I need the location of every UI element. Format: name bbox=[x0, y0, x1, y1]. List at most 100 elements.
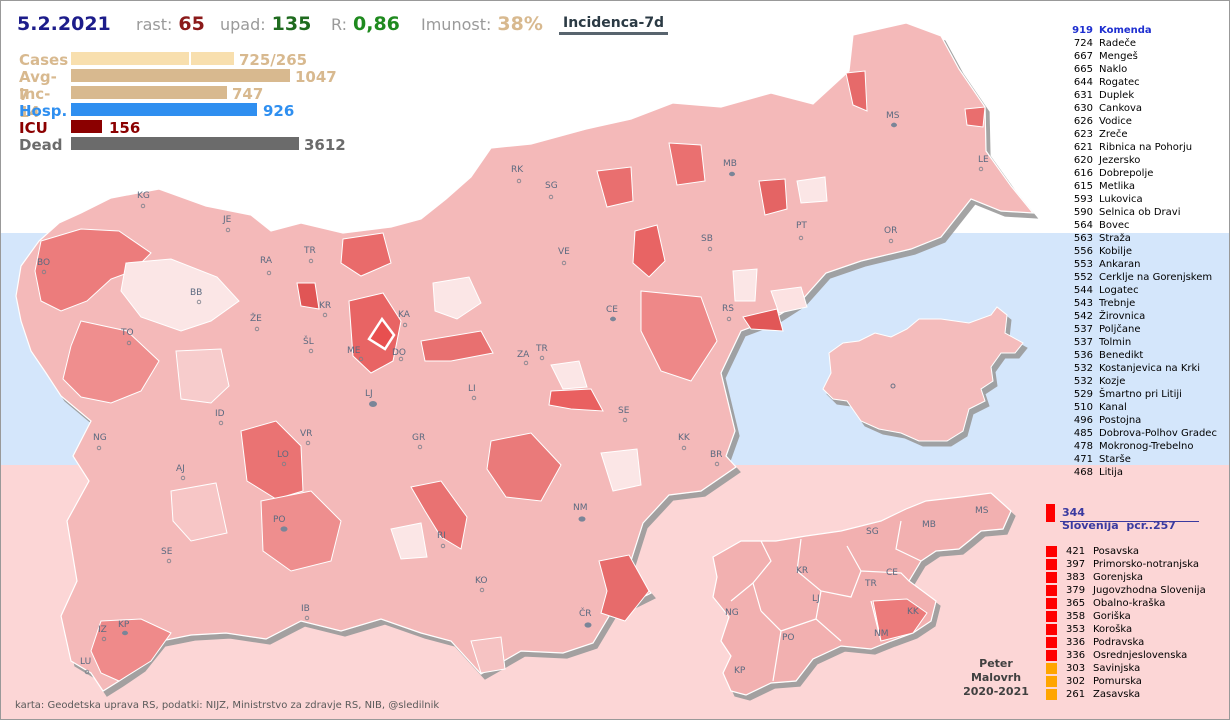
slovenia-silhouette bbox=[822, 306, 1024, 442]
ranking-name: Kanal bbox=[1099, 402, 1127, 413]
stat-label: Dead bbox=[19, 136, 63, 154]
region-name: Zasavska bbox=[1093, 689, 1141, 700]
ranking-value: 919 bbox=[1072, 25, 1093, 36]
ranking-row: 471 Starše bbox=[1069, 453, 1131, 466]
region-row: 379 Jugovzhodna Slovenija bbox=[1046, 584, 1226, 597]
ranking-row: 626 Vodice bbox=[1069, 115, 1132, 128]
ranking-row: 542 Žirovnica bbox=[1069, 310, 1145, 323]
ranking-name: Litija bbox=[1099, 467, 1123, 478]
region-value: 421 bbox=[1066, 546, 1086, 557]
ranking-name: Kozje bbox=[1099, 376, 1126, 387]
ranking-value: 471 bbox=[1073, 454, 1093, 465]
map-label: DO bbox=[392, 348, 406, 358]
map-label: SE bbox=[161, 547, 173, 557]
region-row: 383 Gorenjska bbox=[1046, 571, 1226, 584]
ranking-row: 553 Ankaran bbox=[1069, 258, 1141, 271]
region-value: 365 bbox=[1066, 598, 1086, 609]
region-value: 397 bbox=[1066, 559, 1086, 570]
author-first-name: Peter bbox=[979, 657, 1013, 670]
map-label: AJ bbox=[176, 464, 185, 474]
stat-value: 747 bbox=[232, 85, 264, 103]
region-value: 261 bbox=[1066, 689, 1086, 700]
ranking-value: 626 bbox=[1073, 116, 1093, 127]
ranking-row: 532 Kostanjevica na Krki bbox=[1069, 362, 1200, 375]
ranking-name: Starše bbox=[1099, 454, 1131, 465]
map-label: BR bbox=[710, 450, 722, 460]
ranking-name: Bovec bbox=[1099, 220, 1130, 231]
ranking-value: 556 bbox=[1073, 246, 1093, 257]
silhouette-centre-marker bbox=[890, 383, 896, 389]
ranking-name: Kostanjevica na Krki bbox=[1099, 363, 1201, 374]
inset-label: KR bbox=[796, 566, 808, 576]
ranking-value: 593 bbox=[1073, 194, 1093, 205]
ranking-value: 510 bbox=[1073, 402, 1093, 413]
region-name: Jugovzhodna Slovenija bbox=[1093, 585, 1206, 596]
inset-label: KP bbox=[734, 666, 746, 676]
ranking-row: 621 Ribnica na Pohorju bbox=[1069, 141, 1192, 154]
inset-label: LJ bbox=[812, 594, 820, 604]
decline-stat: upad: 135 bbox=[220, 13, 311, 35]
immunity-stat: Imunost: 38% bbox=[421, 13, 543, 35]
ranking-value: 536 bbox=[1073, 350, 1093, 361]
incidence-mode-button[interactable]: Incidenca-7d bbox=[559, 14, 669, 35]
ranking-row: 724 Radeče bbox=[1069, 37, 1136, 50]
stat-label: Cases bbox=[19, 51, 69, 69]
map-label: JE bbox=[222, 215, 232, 225]
region-name: Podravska bbox=[1093, 637, 1145, 648]
author-credit: Peter Malovrh 2020-2021 bbox=[959, 657, 1033, 699]
region-swatch bbox=[1046, 611, 1057, 622]
ranking-name: Komenda bbox=[1099, 25, 1152, 36]
r-label: R: bbox=[331, 15, 348, 34]
ranking-name: Cerklje na Gorenjskem bbox=[1099, 272, 1213, 283]
region-swatch bbox=[1046, 585, 1057, 596]
ranking-row: 620 Jezersko bbox=[1069, 154, 1140, 167]
ranking-row: 537 Tolmin bbox=[1069, 336, 1131, 349]
ranking-value: 553 bbox=[1073, 259, 1093, 270]
ranking-value: 544 bbox=[1073, 285, 1093, 296]
ranking-value: 665 bbox=[1073, 64, 1093, 75]
region-name: Posavska bbox=[1093, 546, 1140, 557]
map-label: ŠL bbox=[303, 335, 314, 347]
stat-bar bbox=[71, 103, 257, 116]
map-label: KR bbox=[319, 301, 331, 311]
ranking-value: 615 bbox=[1073, 181, 1093, 192]
ranking-value: 496 bbox=[1073, 415, 1093, 426]
map-label: ID bbox=[215, 409, 225, 419]
region-swatch bbox=[1046, 663, 1057, 674]
ranking-value: 630 bbox=[1073, 103, 1093, 114]
map-label: KP bbox=[118, 620, 130, 630]
ranking-name: Dobrova-Polhov Gradec bbox=[1099, 428, 1217, 439]
ranking-row: 631 Duplek bbox=[1069, 89, 1134, 102]
inset-label: NG bbox=[725, 608, 739, 618]
ranking-name: Dobrepolje bbox=[1099, 168, 1154, 179]
region-row: 336 Osrednjeslovenska bbox=[1046, 649, 1226, 662]
stat-bar bbox=[71, 137, 299, 150]
ranking-name: Kobilje bbox=[1099, 246, 1133, 257]
ranking-value: 529 bbox=[1073, 389, 1093, 400]
slovenia-total-text: 344 Slovenija pcr..257 bbox=[1062, 506, 1199, 532]
ranking-row: 544 Logatec bbox=[1069, 284, 1139, 297]
ranking-value: 532 bbox=[1073, 376, 1093, 387]
map-label: BB bbox=[190, 288, 202, 298]
stat-bar-secondary bbox=[191, 52, 234, 65]
region-value: 336 bbox=[1066, 637, 1086, 648]
ranking-row: 563 Straža bbox=[1069, 232, 1131, 245]
region-row: 302 Pomurska bbox=[1046, 675, 1226, 688]
region-value: 358 bbox=[1066, 611, 1086, 622]
map-label: SG bbox=[545, 181, 558, 191]
map-label: VE bbox=[558, 247, 570, 257]
inset-label: SG bbox=[866, 527, 879, 537]
ranking-row: 667 Mengeš bbox=[1069, 50, 1138, 63]
map-label: PT bbox=[796, 221, 807, 231]
ranking-value: 552 bbox=[1073, 272, 1093, 283]
ranking-name: Duplek bbox=[1099, 90, 1135, 101]
ranking-row: 529 Šmartno pri Litiji bbox=[1069, 388, 1182, 401]
main-map-labels: KG JE BO RA TR RK SG MB MS LE PT OR SB V… bbox=[37, 111, 989, 667]
growth-value: 65 bbox=[178, 13, 205, 35]
ranking-row: 532 Kozje bbox=[1069, 375, 1125, 388]
immunity-value: 38% bbox=[497, 13, 543, 35]
stat-label: Inc-14 bbox=[19, 85, 51, 121]
map-label: RK bbox=[511, 165, 524, 175]
stat-value: 926 bbox=[263, 102, 295, 120]
